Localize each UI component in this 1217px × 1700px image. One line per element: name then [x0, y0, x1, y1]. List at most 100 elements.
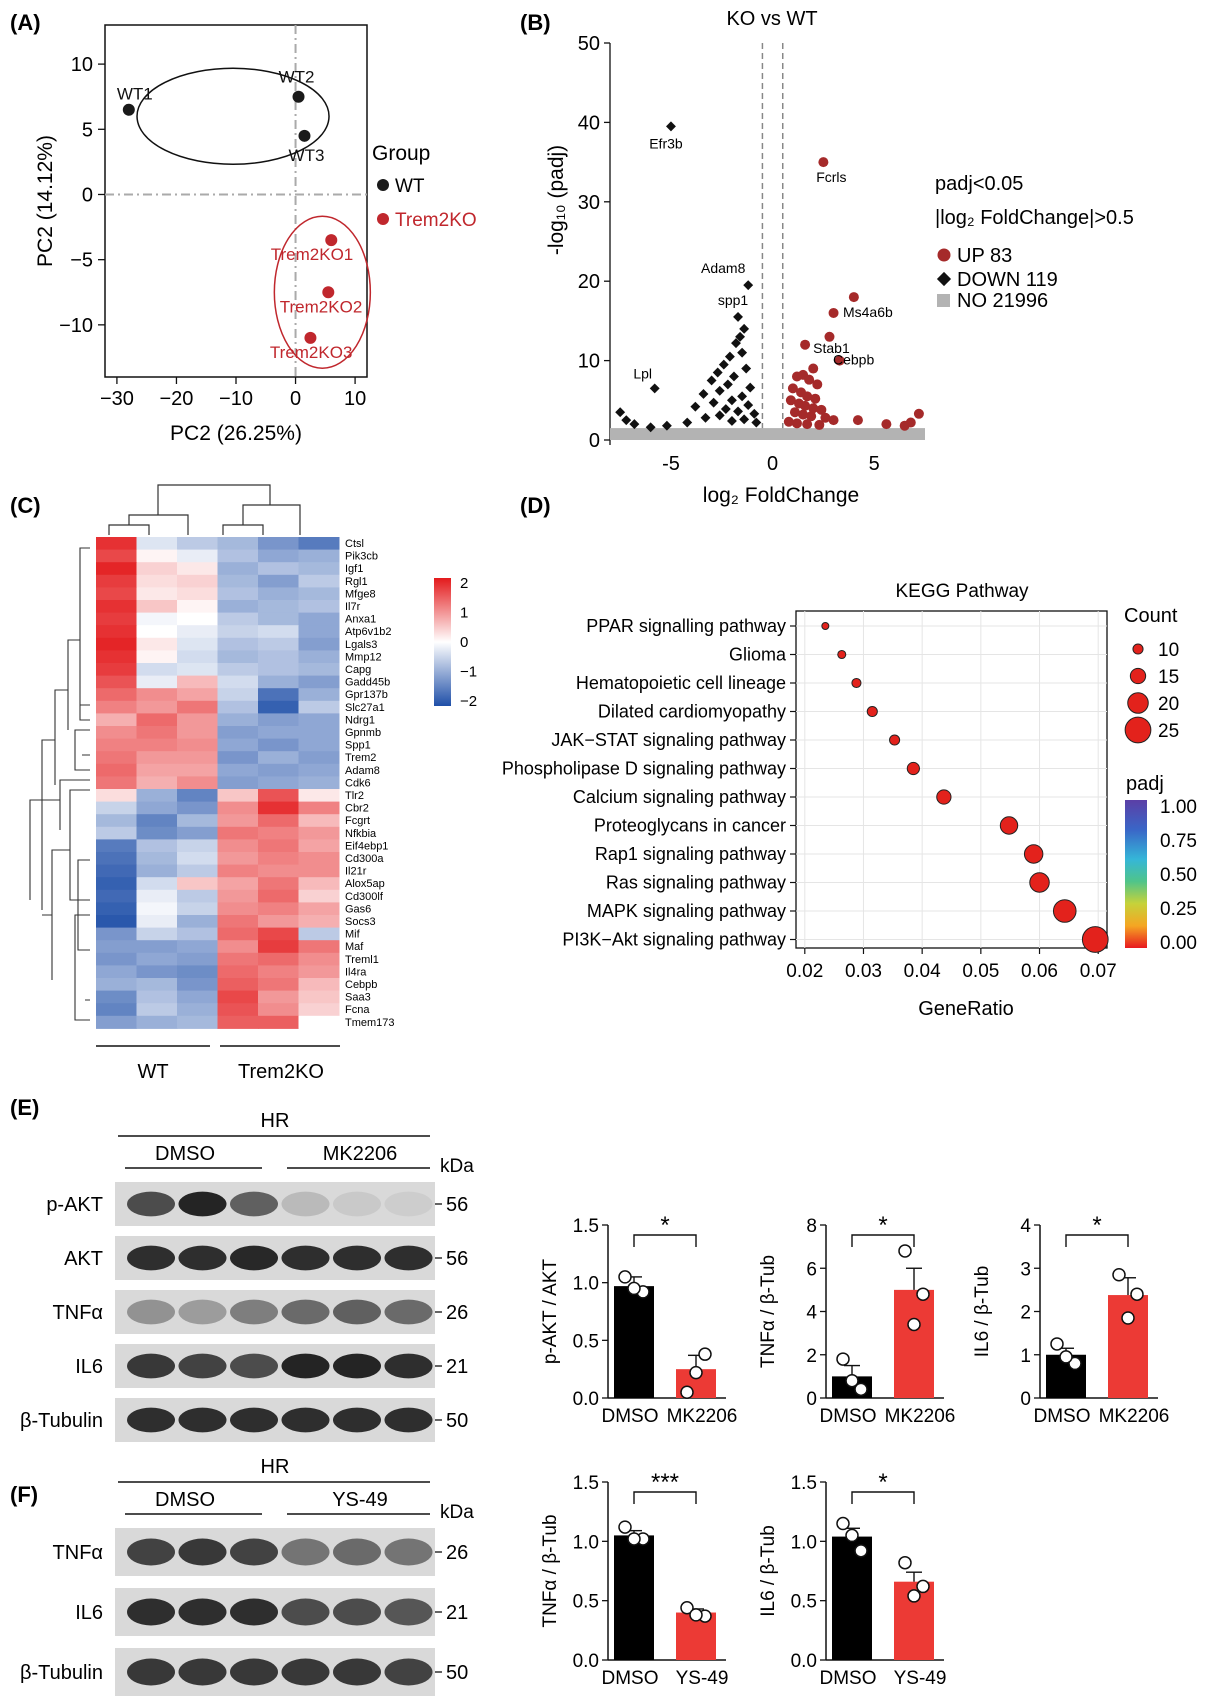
heatmap-cell — [217, 801, 259, 815]
bar-f1-datapoint — [680, 1601, 694, 1615]
bar-e2-ytick-label: 0 — [806, 1389, 817, 1410]
volcano-gene-label: Efr3b — [649, 135, 683, 151]
blot-e-band — [281, 1407, 330, 1433]
volcano-down-point — [682, 417, 693, 428]
volcano-down-point — [718, 359, 729, 370]
heatmap-cell — [177, 952, 218, 966]
heatmap-cell — [258, 1015, 299, 1029]
heatmap-cell — [217, 839, 259, 853]
blot-e-band — [178, 1245, 227, 1271]
heatmap-cell — [177, 978, 218, 992]
volcano-down-point — [708, 397, 719, 408]
kegg-point — [821, 622, 830, 630]
heatmap-cell — [298, 650, 340, 664]
pca-legend-wt-label: WT — [395, 176, 425, 197]
kegg-xtick-label: 0.06 — [1021, 961, 1058, 982]
heatmap-cell — [217, 789, 259, 803]
kegg-xtick-label: 0.07 — [1080, 961, 1117, 982]
bar-f2-ytick-label: 1.0 — [791, 1532, 817, 1553]
volcano-ytick-label: 10 — [578, 351, 600, 373]
kegg-xtick-label: 0.03 — [845, 961, 882, 982]
pca-legend-wt-marker — [377, 179, 389, 191]
heatmap-cell — [136, 675, 178, 689]
volcano-gene-label: Cebpb — [833, 352, 874, 368]
kegg-count-legend-label: 20 — [1158, 694, 1179, 715]
heatmap-cell — [298, 574, 340, 588]
heatmap-cell — [217, 1003, 259, 1017]
bar-f2-datapoint — [907, 1589, 921, 1603]
volcano-gene-label: Lpl — [633, 365, 652, 381]
bar-f1-category-label: DMSO — [602, 1668, 659, 1689]
blot-f-blot-label: TNFα — [53, 1542, 103, 1564]
heatmap-cell — [258, 789, 299, 803]
volcano-up-point — [802, 419, 813, 430]
volcano-up-point — [783, 416, 794, 427]
volcano-up-point — [828, 307, 839, 318]
heatmap-cell — [177, 902, 218, 916]
heatmap-cell — [258, 902, 299, 916]
bar-f2-bar — [832, 1536, 872, 1660]
heatmap-cell — [177, 688, 218, 702]
heatmap-gene-label: Mif — [345, 929, 361, 941]
blot-f-kda-value: 50 — [446, 1662, 468, 1684]
blot-e-band — [230, 1299, 278, 1325]
heatmap-cell — [136, 852, 178, 866]
blot-e-blot-label: AKT — [64, 1248, 103, 1270]
heatmap-cell — [96, 814, 137, 828]
volcano-down-point — [739, 323, 750, 334]
bar-f1-ytick-label: 1.5 — [573, 1473, 599, 1494]
blot-f-band — [384, 1598, 433, 1626]
panel-label-c: (C) — [10, 493, 41, 518]
heatmap-cell — [177, 763, 218, 777]
heatmap-cell — [177, 574, 218, 588]
blot-f-band — [333, 1538, 381, 1566]
heatmap-gene-label: Ndrg1 — [345, 714, 375, 726]
blot-f-band — [333, 1658, 381, 1686]
heatmap-cell — [177, 889, 218, 903]
blot-f-band — [178, 1538, 227, 1566]
heatmap-cell — [217, 562, 259, 576]
kegg-padj-tick: 0.75 — [1160, 831, 1197, 852]
pca-xtick-label: −30 — [100, 388, 134, 410]
blot-f-blot-label: β-Tubulin — [20, 1662, 103, 1684]
heatmap-cell — [217, 537, 259, 551]
heatmap-cell — [177, 713, 218, 727]
volcano-down-point — [739, 414, 750, 425]
heatmap-cell — [96, 625, 137, 639]
blot-e-membrane — [115, 1290, 435, 1334]
kegg-pathway-label: Calcium signaling pathway — [573, 787, 786, 807]
heatmap-cell — [177, 801, 218, 815]
heatmap-cell — [96, 1003, 137, 1017]
blot-e-blot-label: β-Tubulin — [20, 1410, 103, 1432]
heatmap-gene-label: Spp1 — [345, 740, 371, 752]
blot-e-band — [384, 1353, 433, 1379]
bar-e1-datapoint — [689, 1365, 703, 1380]
heatmap-cell — [177, 826, 218, 840]
heatmap-cell — [136, 1003, 178, 1017]
volcano-gene-label: Ms4a6b — [843, 304, 893, 320]
heatmap-cell — [258, 549, 299, 563]
pca-xtick-label: 0 — [290, 388, 301, 410]
heatmap-cell — [96, 940, 137, 954]
volcano-down-point — [649, 383, 660, 394]
bar-e1-ytick-label: 1.0 — [573, 1274, 599, 1295]
blot-e-kda-value: 56 — [446, 1194, 468, 1216]
heatmap-cell — [217, 574, 259, 588]
volcano-down-point — [737, 391, 748, 402]
heatmap-cell — [96, 537, 137, 551]
heatmap-cell — [217, 902, 259, 916]
volcano-up-point — [808, 363, 819, 374]
volcano-up-point — [791, 418, 802, 429]
heatmap-cell — [96, 688, 137, 702]
bar-e2-datapoint — [845, 1373, 859, 1388]
volcano-down-point — [741, 363, 752, 374]
bar-e2-ytick-label: 4 — [806, 1303, 817, 1324]
heatmap-cell — [177, 1003, 218, 1017]
blot-f-blot-label: IL6 — [75, 1602, 103, 1624]
bar-e3-sig-bracket — [1065, 1234, 1129, 1247]
heatmap-cell — [96, 663, 137, 677]
heatmap-gene-label: Nfkbia — [345, 828, 377, 840]
heatmap-cell — [217, 549, 259, 563]
heatmap-cell — [136, 549, 178, 563]
blot-f-band — [230, 1538, 278, 1566]
